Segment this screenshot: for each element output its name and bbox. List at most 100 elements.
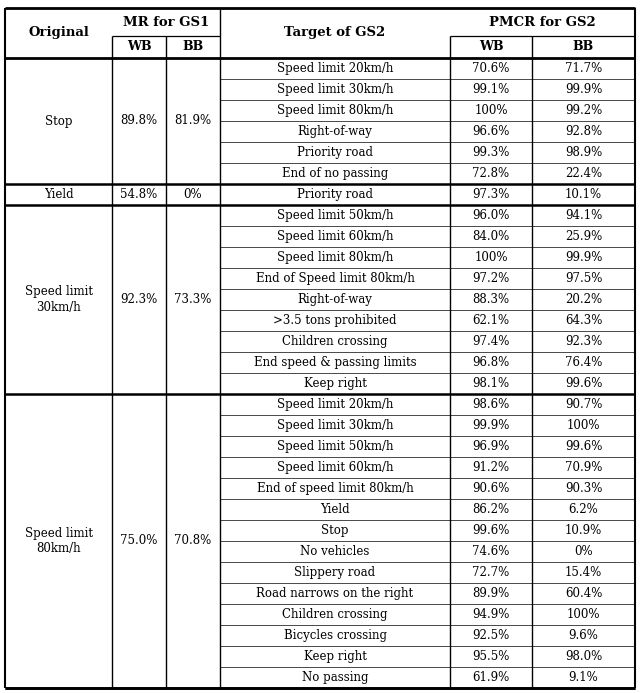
Text: 54.8%: 54.8% <box>120 188 157 201</box>
Text: Speed limit 60km/h: Speed limit 60km/h <box>276 461 393 474</box>
Text: 92.3%: 92.3% <box>565 335 602 348</box>
Text: Stop: Stop <box>45 114 72 128</box>
Text: 100%: 100% <box>474 104 508 117</box>
Text: 90.3%: 90.3% <box>565 482 602 495</box>
Text: Priority road: Priority road <box>297 188 373 201</box>
Text: 99.2%: 99.2% <box>565 104 602 117</box>
Text: 96.0%: 96.0% <box>472 209 509 222</box>
Text: 10.1%: 10.1% <box>565 188 602 201</box>
Text: Speed limit 60km/h: Speed limit 60km/h <box>276 230 393 243</box>
Text: PMCR for GS2: PMCR for GS2 <box>489 15 596 28</box>
Text: 64.3%: 64.3% <box>565 314 602 327</box>
Text: 89.9%: 89.9% <box>472 587 509 600</box>
Text: 98.6%: 98.6% <box>472 398 509 411</box>
Text: End of speed limit 80km/h: End of speed limit 80km/h <box>257 482 413 495</box>
Text: 100%: 100% <box>567 419 600 432</box>
Text: 88.3%: 88.3% <box>472 293 509 306</box>
Text: 22.4%: 22.4% <box>565 167 602 180</box>
Text: BB: BB <box>573 40 594 53</box>
Text: 99.3%: 99.3% <box>472 146 509 159</box>
Text: Slippery road: Slippery road <box>294 566 376 579</box>
Text: MR for GS1: MR for GS1 <box>123 15 209 28</box>
Text: 73.3%: 73.3% <box>174 293 212 306</box>
Text: Keep right: Keep right <box>303 650 367 663</box>
Text: BB: BB <box>182 40 204 53</box>
Text: 25.9%: 25.9% <box>565 230 602 243</box>
Text: 100%: 100% <box>567 608 600 621</box>
Text: WB: WB <box>127 40 151 53</box>
Text: Children crossing: Children crossing <box>282 608 388 621</box>
Text: 91.2%: 91.2% <box>472 461 509 474</box>
Text: Stop: Stop <box>321 524 349 537</box>
Text: 9.6%: 9.6% <box>568 629 598 642</box>
Text: Road narrows on the right: Road narrows on the right <box>257 587 413 600</box>
Text: 9.1%: 9.1% <box>568 671 598 684</box>
Text: 96.6%: 96.6% <box>472 125 509 138</box>
Text: 72.7%: 72.7% <box>472 566 509 579</box>
Text: 89.8%: 89.8% <box>120 114 157 128</box>
Text: Speed limit 50km/h: Speed limit 50km/h <box>276 440 393 453</box>
Text: Speed limit 20km/h: Speed limit 20km/h <box>277 398 393 411</box>
Text: 94.9%: 94.9% <box>472 608 509 621</box>
Text: 97.4%: 97.4% <box>472 335 509 348</box>
Text: 20.2%: 20.2% <box>565 293 602 306</box>
Text: 84.0%: 84.0% <box>472 230 509 243</box>
Text: 75.0%: 75.0% <box>120 534 157 547</box>
Text: Original: Original <box>28 26 89 40</box>
Text: End of Speed limit 80km/h: End of Speed limit 80km/h <box>255 272 415 285</box>
Text: 99.9%: 99.9% <box>472 419 509 432</box>
Text: 99.6%: 99.6% <box>565 440 602 453</box>
Text: 15.4%: 15.4% <box>565 566 602 579</box>
Text: 97.2%: 97.2% <box>472 272 509 285</box>
Text: WB: WB <box>479 40 503 53</box>
Text: 99.6%: 99.6% <box>472 524 509 537</box>
Text: Speed limit 30km/h: Speed limit 30km/h <box>276 83 393 96</box>
Text: 70.9%: 70.9% <box>565 461 602 474</box>
Text: 60.4%: 60.4% <box>565 587 602 600</box>
Text: 71.7%: 71.7% <box>565 62 602 75</box>
Text: 62.1%: 62.1% <box>472 314 509 327</box>
Text: 76.4%: 76.4% <box>565 356 602 369</box>
Text: 70.6%: 70.6% <box>472 62 509 75</box>
Text: 81.9%: 81.9% <box>175 114 212 128</box>
Text: 96.8%: 96.8% <box>472 356 509 369</box>
Text: 10.9%: 10.9% <box>565 524 602 537</box>
Text: 99.9%: 99.9% <box>565 83 602 96</box>
Text: 98.9%: 98.9% <box>565 146 602 159</box>
Text: 99.9%: 99.9% <box>565 251 602 264</box>
Text: 90.7%: 90.7% <box>565 398 602 411</box>
Text: Target of GS2: Target of GS2 <box>284 26 386 40</box>
Text: Speed limit
30km/h: Speed limit 30km/h <box>24 286 93 313</box>
Text: 86.2%: 86.2% <box>472 503 509 516</box>
Text: Right-of-way: Right-of-way <box>298 125 372 138</box>
Text: 72.8%: 72.8% <box>472 167 509 180</box>
Text: No vehicles: No vehicles <box>300 545 370 558</box>
Text: 90.6%: 90.6% <box>472 482 509 495</box>
Text: No passing: No passing <box>301 671 368 684</box>
Text: 95.5%: 95.5% <box>472 650 509 663</box>
Text: 70.8%: 70.8% <box>174 534 212 547</box>
Text: 0%: 0% <box>184 188 202 201</box>
Text: Speed limit
80km/h: Speed limit 80km/h <box>24 527 93 555</box>
Text: Speed limit 30km/h: Speed limit 30km/h <box>276 419 393 432</box>
Text: Speed limit 80km/h: Speed limit 80km/h <box>277 104 393 117</box>
Text: 98.1%: 98.1% <box>472 377 509 390</box>
Text: 61.9%: 61.9% <box>472 671 509 684</box>
Text: Priority road: Priority road <box>297 146 373 159</box>
Text: Speed limit 80km/h: Speed limit 80km/h <box>277 251 393 264</box>
Text: 0%: 0% <box>574 545 593 558</box>
Text: End speed & passing limits: End speed & passing limits <box>253 356 416 369</box>
Text: End of no passing: End of no passing <box>282 167 388 180</box>
Text: Speed limit 50km/h: Speed limit 50km/h <box>276 209 393 222</box>
Text: 92.8%: 92.8% <box>565 125 602 138</box>
Text: 92.3%: 92.3% <box>120 293 157 306</box>
Text: Bicycles crossing: Bicycles crossing <box>284 629 387 642</box>
Text: 100%: 100% <box>474 251 508 264</box>
Text: 6.2%: 6.2% <box>568 503 598 516</box>
Text: Yield: Yield <box>44 188 74 201</box>
Text: 97.5%: 97.5% <box>565 272 602 285</box>
Text: >3.5 tons prohibited: >3.5 tons prohibited <box>273 314 397 327</box>
Text: 92.5%: 92.5% <box>472 629 509 642</box>
Text: 74.6%: 74.6% <box>472 545 509 558</box>
Text: Keep right: Keep right <box>303 377 367 390</box>
